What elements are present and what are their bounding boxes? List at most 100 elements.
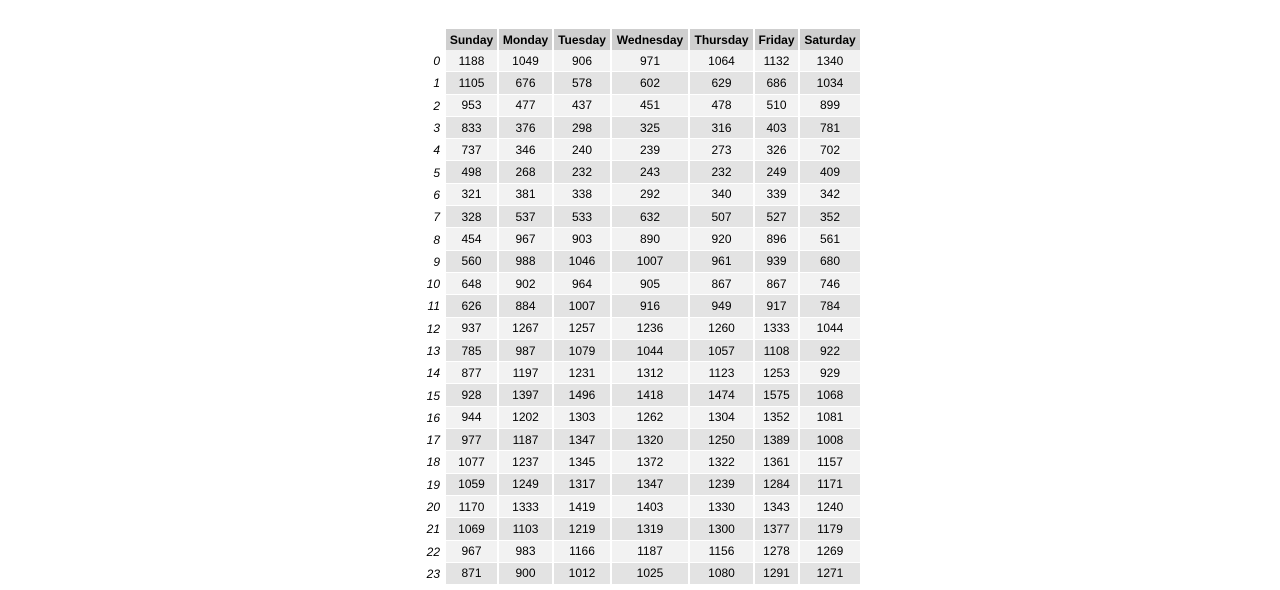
hour-label: 6 (422, 183, 446, 207)
cell-saturday: 1271 (800, 562, 862, 586)
cell-wednesday: 1372 (612, 451, 690, 474)
cell-thursday: 961 (690, 250, 755, 273)
cell-tuesday: 1219 (554, 518, 612, 541)
cell-saturday: 409 (800, 161, 862, 184)
cell-sunday: 967 (446, 540, 499, 563)
cell-tuesday: 1079 (554, 339, 612, 363)
hour-label: 16 (422, 406, 446, 430)
cell-tuesday: 1007 (554, 295, 612, 318)
cell-tuesday: 964 (554, 272, 612, 296)
cell-thursday: 1123 (690, 362, 755, 385)
cell-friday: 403 (755, 116, 800, 140)
cell-tuesday: 232 (554, 161, 612, 184)
cell-thursday: 1250 (690, 429, 755, 452)
cell-friday: 1343 (755, 495, 800, 519)
cell-wednesday: 905 (612, 272, 690, 296)
cell-thursday: 232 (690, 161, 755, 184)
cell-wednesday: 1347 (612, 473, 690, 496)
cell-tuesday: 1345 (554, 451, 612, 474)
cell-monday: 987 (499, 339, 554, 363)
hour-label: 1 (422, 72, 446, 95)
hour-label: 12 (422, 317, 446, 340)
cell-thursday: 1322 (690, 451, 755, 474)
table-row: 15 928 1397 1496 1418 1474 1575 1068 (422, 384, 862, 407)
cell-friday: 1278 (755, 540, 800, 563)
table-row: 10 648 902 964 905 867 867 746 (422, 272, 862, 296)
hour-label: 3 (422, 116, 446, 140)
table-row: 5 498 268 232 243 232 249 409 (422, 161, 862, 184)
table-row: 17 977 1187 1347 1320 1250 1389 1008 (422, 429, 862, 452)
cell-saturday: 1179 (800, 518, 862, 541)
cell-monday: 676 (499, 72, 554, 95)
cell-sunday: 1188 (446, 50, 499, 73)
cell-saturday: 1008 (800, 429, 862, 452)
cell-tuesday: 1303 (554, 406, 612, 430)
cell-thursday: 340 (690, 183, 755, 207)
hourly-weekday-table: Sunday Monday Tuesday Wednesday Thursday… (422, 29, 862, 586)
cell-thursday: 629 (690, 72, 755, 95)
cell-friday: 1291 (755, 562, 800, 586)
hour-label: 13 (422, 339, 446, 363)
cell-monday: 1249 (499, 473, 554, 496)
cell-tuesday: 1317 (554, 473, 612, 496)
table-row: 0 1188 1049 906 971 1064 1132 1340 (422, 50, 862, 73)
cell-saturday: 746 (800, 272, 862, 296)
cell-monday: 1103 (499, 518, 554, 541)
cell-wednesday: 451 (612, 94, 690, 117)
cell-saturday: 1157 (800, 451, 862, 474)
cell-wednesday: 1025 (612, 562, 690, 586)
cell-sunday: 648 (446, 272, 499, 296)
cell-monday: 477 (499, 94, 554, 117)
cell-sunday: 737 (446, 139, 499, 162)
cell-tuesday: 1257 (554, 317, 612, 340)
cell-thursday: 316 (690, 116, 755, 140)
cell-saturday: 1269 (800, 540, 862, 563)
column-header-sunday: Sunday (446, 29, 499, 50)
cell-wednesday: 1320 (612, 429, 690, 452)
table-body: 0 1188 1049 906 971 1064 1132 1340 1 1105 676 578 60… (422, 50, 862, 586)
cell-wednesday: 890 (612, 228, 690, 251)
cell-thursday: 1474 (690, 384, 755, 407)
table-row: 19 1059 1249 1317 1347 1239 1284 1171 (422, 473, 862, 496)
table-row: 3 833 376 298 325 316 403 781 (422, 116, 862, 140)
cell-saturday: 561 (800, 228, 862, 251)
cell-saturday: 899 (800, 94, 862, 117)
cell-monday: 268 (499, 161, 554, 184)
cell-tuesday: 578 (554, 72, 612, 95)
cell-tuesday: 298 (554, 116, 612, 140)
cell-monday: 983 (499, 540, 554, 563)
cell-sunday: 626 (446, 295, 499, 318)
cell-tuesday: 903 (554, 228, 612, 251)
hour-label: 8 (422, 228, 446, 251)
cell-wednesday: 243 (612, 161, 690, 184)
hour-label: 2 (422, 94, 446, 117)
hour-label: 11 (422, 295, 446, 318)
cell-wednesday: 1312 (612, 362, 690, 385)
cell-sunday: 1105 (446, 72, 499, 95)
column-header-tuesday: Tuesday (554, 29, 612, 50)
corner-cell (422, 29, 446, 50)
cell-monday: 1187 (499, 429, 554, 452)
cell-sunday: 560 (446, 250, 499, 273)
cell-tuesday: 1419 (554, 495, 612, 519)
cell-wednesday: 1262 (612, 406, 690, 430)
cell-wednesday: 1007 (612, 250, 690, 273)
cell-sunday: 944 (446, 406, 499, 430)
cell-tuesday: 1166 (554, 540, 612, 563)
cell-sunday: 498 (446, 161, 499, 184)
cell-thursday: 1156 (690, 540, 755, 563)
cell-sunday: 1077 (446, 451, 499, 474)
table-row: 11 626 884 1007 916 949 917 784 (422, 295, 862, 318)
table-row: 23 871 900 1012 1025 1080 1291 1271 (422, 562, 862, 586)
cell-saturday: 1240 (800, 495, 862, 519)
column-header-friday: Friday (755, 29, 800, 50)
cell-friday: 917 (755, 295, 800, 318)
table-row: 21 1069 1103 1219 1319 1300 1377 1179 (422, 518, 862, 541)
cell-saturday: 929 (800, 362, 862, 385)
cell-monday: 1333 (499, 495, 554, 519)
cell-wednesday: 239 (612, 139, 690, 162)
hour-label: 15 (422, 384, 446, 407)
hour-label: 14 (422, 362, 446, 385)
cell-saturday: 342 (800, 183, 862, 207)
cell-friday: 1352 (755, 406, 800, 430)
